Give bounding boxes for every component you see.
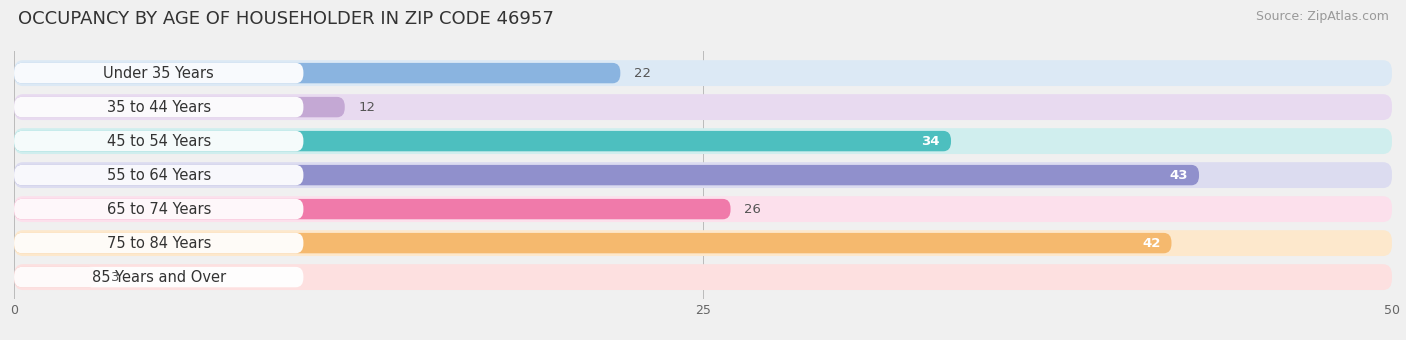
Text: 12: 12	[359, 101, 375, 114]
FancyBboxPatch shape	[14, 97, 344, 117]
FancyBboxPatch shape	[14, 165, 1199, 185]
FancyBboxPatch shape	[14, 267, 97, 287]
FancyBboxPatch shape	[14, 63, 620, 83]
Text: 26: 26	[744, 203, 761, 216]
Text: 55 to 64 Years: 55 to 64 Years	[107, 168, 211, 183]
FancyBboxPatch shape	[14, 60, 1392, 86]
FancyBboxPatch shape	[14, 162, 1392, 188]
FancyBboxPatch shape	[14, 131, 304, 151]
FancyBboxPatch shape	[14, 196, 1392, 222]
FancyBboxPatch shape	[14, 131, 950, 151]
FancyBboxPatch shape	[14, 199, 731, 219]
Text: 34: 34	[921, 135, 941, 148]
Text: 65 to 74 Years: 65 to 74 Years	[107, 202, 211, 217]
Text: 42: 42	[1142, 237, 1160, 250]
FancyBboxPatch shape	[14, 97, 304, 117]
Text: 35 to 44 Years: 35 to 44 Years	[107, 100, 211, 115]
Text: 22: 22	[634, 67, 651, 80]
Text: OCCUPANCY BY AGE OF HOUSEHOLDER IN ZIP CODE 46957: OCCUPANCY BY AGE OF HOUSEHOLDER IN ZIP C…	[18, 10, 554, 28]
FancyBboxPatch shape	[14, 165, 304, 185]
FancyBboxPatch shape	[14, 267, 304, 287]
Text: 85 Years and Over: 85 Years and Over	[91, 270, 226, 285]
Text: 45 to 54 Years: 45 to 54 Years	[107, 134, 211, 149]
FancyBboxPatch shape	[14, 63, 304, 83]
FancyBboxPatch shape	[14, 233, 304, 253]
FancyBboxPatch shape	[14, 199, 304, 219]
Text: 43: 43	[1170, 169, 1188, 182]
Text: Under 35 Years: Under 35 Years	[104, 66, 214, 81]
Text: Source: ZipAtlas.com: Source: ZipAtlas.com	[1256, 10, 1389, 23]
FancyBboxPatch shape	[14, 230, 1392, 256]
FancyBboxPatch shape	[14, 128, 1392, 154]
Text: 3: 3	[111, 271, 120, 284]
FancyBboxPatch shape	[14, 94, 1392, 120]
FancyBboxPatch shape	[14, 233, 1171, 253]
Text: 75 to 84 Years: 75 to 84 Years	[107, 236, 211, 251]
FancyBboxPatch shape	[14, 264, 1392, 290]
